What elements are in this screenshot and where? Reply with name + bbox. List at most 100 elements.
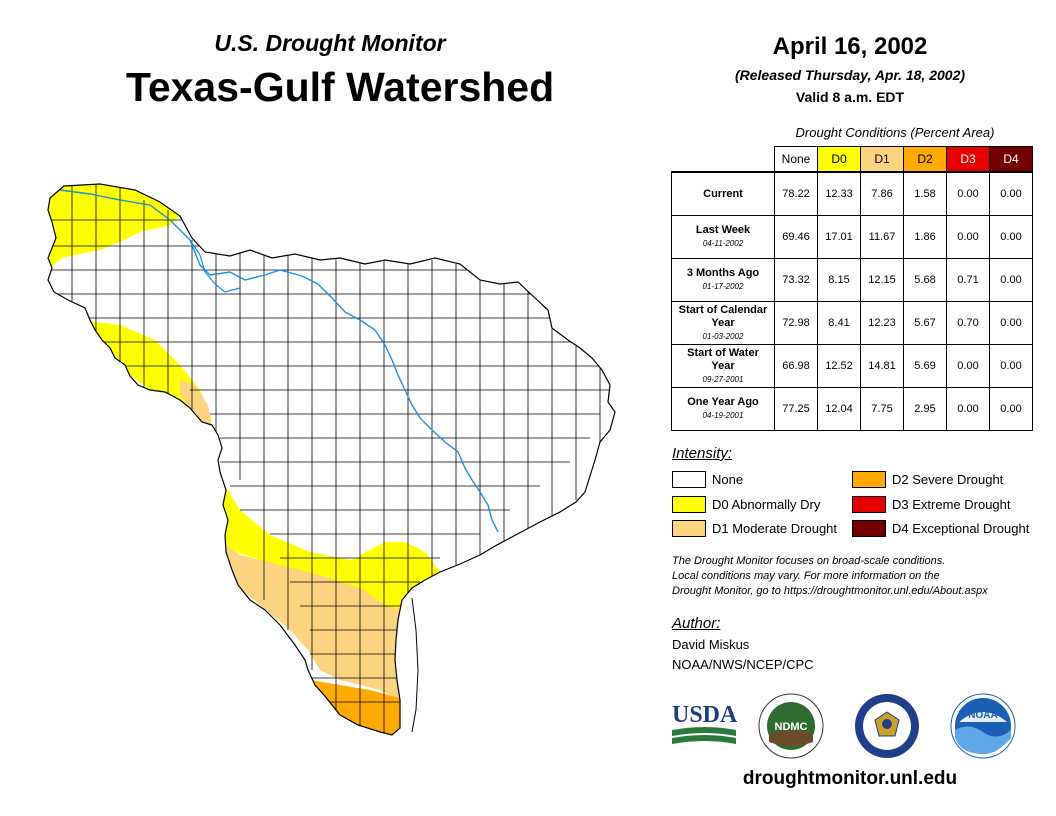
legend-swatch (672, 496, 706, 513)
legend-swatch (852, 471, 886, 488)
table-cell: 11.67 (860, 215, 904, 259)
row-label-text: Last Week (695, 224, 751, 236)
table-row: Last Week 04-11-2002 69.46 17.01 11.67 1.86 0.… (671, 215, 1033, 259)
row-label-text: Current (703, 187, 743, 200)
table-cell: 12.04 (817, 387, 861, 431)
map-date: April 16, 2002 (772, 33, 928, 60)
row-date: 04-11-2002 (702, 239, 744, 248)
table-cell: 0.00 (989, 344, 1033, 388)
legend-label: D1 Moderate Drought (712, 521, 838, 536)
row-label: Start of Calendar Year 01-03-2002 (671, 301, 775, 345)
d0-area-west (80, 320, 212, 425)
table-cell: 66.98 (774, 344, 818, 388)
row-label: Last Week 04-11-2002 (671, 215, 775, 259)
table-cell: 12.15 (860, 258, 904, 302)
table-cell: 0.00 (989, 301, 1033, 345)
note-line-2: Local conditions may vary. For more info… (672, 570, 940, 582)
row-date: 09-27-2001 (702, 374, 744, 384)
table-cell: 1.58 (903, 171, 947, 216)
table-cell: 5.69 (903, 344, 947, 388)
row-label-text: Start of Water Year (687, 346, 759, 372)
row-label-text: 3 Months Ago (686, 267, 760, 279)
table-cell: 12.33 (817, 171, 861, 216)
row-label: 3 Months Ago 01-17-2002 (671, 258, 775, 302)
website-link[interactable]: droughtmonitor.unl.edu (742, 768, 958, 789)
table-cell: 12.52 (817, 344, 861, 388)
legend-label: D2 Severe Drought (892, 472, 1004, 487)
ndmc-logo: NDMC (758, 693, 824, 759)
table-cell: 73.32 (774, 258, 818, 302)
table-cell: 17.01 (817, 215, 861, 259)
column-header-d3: D3 (946, 146, 990, 173)
conditions-table-title: Drought Conditions (Percent Area) (795, 125, 995, 140)
table-cell: 0.70 (946, 301, 990, 345)
watershed-map (47, 183, 616, 736)
table-cell: 0.00 (989, 171, 1033, 216)
legend-swatch (852, 496, 886, 513)
row-label: One Year Ago 04-19-2001 (671, 387, 775, 431)
row-date: 01-17-2002 (702, 282, 744, 291)
map-subtitle: U.S. Drought Monitor (214, 30, 446, 56)
table-cell: 0.00 (946, 215, 990, 259)
row-date: 01-03-2002 (702, 331, 744, 341)
column-header-d4: D4 (989, 146, 1033, 173)
noaa-logo-text: NOAA (968, 710, 997, 721)
legend-item: D0 Abnormally Dry (672, 496, 820, 513)
legend-item: None (672, 471, 743, 488)
table-cell: 5.67 (903, 301, 947, 345)
row-label-text: Start of Calendar Year (678, 303, 768, 329)
legend-item: D1 Moderate Drought (672, 520, 837, 537)
table-row: One Year Ago 04-19-2001 77.25 12.04 7.75 2.95… (671, 387, 1033, 431)
drought-monitor-note: The Drought Monitor focuses on broad-sca… (672, 554, 1047, 599)
commerce-seal-logo (855, 694, 919, 758)
drought-conditions-table: None D0 D1 D2 D3 D4 Current 78.22 12.33 7.86 1.58… (671, 146, 1033, 431)
table-cell: 0.00 (989, 258, 1033, 302)
legend-swatch (852, 520, 886, 537)
table-cell: 77.25 (774, 387, 818, 431)
map-title: Texas-Gulf Watershed (125, 64, 555, 110)
table-cell: 1.86 (903, 215, 947, 259)
row-date: 04-19-2001 (702, 411, 744, 420)
legend-swatch (672, 471, 706, 488)
d0-area-northwest (48, 184, 180, 270)
table-cell: 7.86 (860, 171, 904, 216)
column-header-none: None (774, 146, 818, 173)
watershed-outline (47, 183, 616, 736)
release-date: (Released Thursday, Apr. 18, 2002) (734, 67, 966, 83)
legend-label: D0 Abnormally Dry (712, 497, 821, 512)
river (59, 189, 499, 533)
table-cell: 0.00 (946, 344, 990, 388)
table-cell: 0.00 (989, 215, 1033, 259)
county-boundaries (48, 184, 610, 735)
legend-title: Intensity: (672, 445, 733, 462)
legend-label: D3 Extreme Drought (892, 497, 1011, 512)
note-line-1: The Drought Monitor focuses on broad-sca… (672, 555, 946, 567)
table-row: 3 Months Ago 01-17-2002 73.32 8.15 12.15 5.68… (671, 258, 1033, 302)
row-label-text: One Year Ago (687, 396, 759, 408)
table-row: Current 78.22 12.33 7.86 1.58 0.00 0.00 (671, 171, 1033, 216)
table-cell: 14.81 (860, 344, 904, 388)
row-label: Current (671, 171, 775, 216)
legend-item: D2 Severe Drought (852, 471, 1003, 488)
legend-label: D4 Exceptional Drought (892, 521, 1030, 536)
legend-item: D3 Extreme Drought (852, 496, 1011, 513)
table-cell: 5.68 (903, 258, 947, 302)
usda-logo-text: USDA (672, 702, 738, 728)
table-cell: 12.23 (860, 301, 904, 345)
d1-area-west (180, 380, 212, 425)
author-organization: NOAA/NWS/NCEP/CPC (672, 657, 814, 672)
table-cell: 2.95 (903, 387, 947, 431)
table-cell: 0.00 (946, 387, 990, 431)
watershed-area (48, 184, 615, 735)
table-cell: 8.15 (817, 258, 861, 302)
usda-logo: USDA (672, 702, 738, 744)
author-name: David Miskus (672, 637, 750, 652)
d1-area-south (210, 535, 405, 700)
table-cell: 0.00 (989, 387, 1033, 431)
column-header-d2: D2 (903, 146, 947, 173)
table-cell: 0.71 (946, 258, 990, 302)
d2-area-south (310, 680, 405, 735)
river-branch (189, 239, 241, 293)
table-cell: 78.22 (774, 171, 818, 216)
table-header-row: None D0 D1 D2 D3 D4 (672, 146, 1033, 173)
